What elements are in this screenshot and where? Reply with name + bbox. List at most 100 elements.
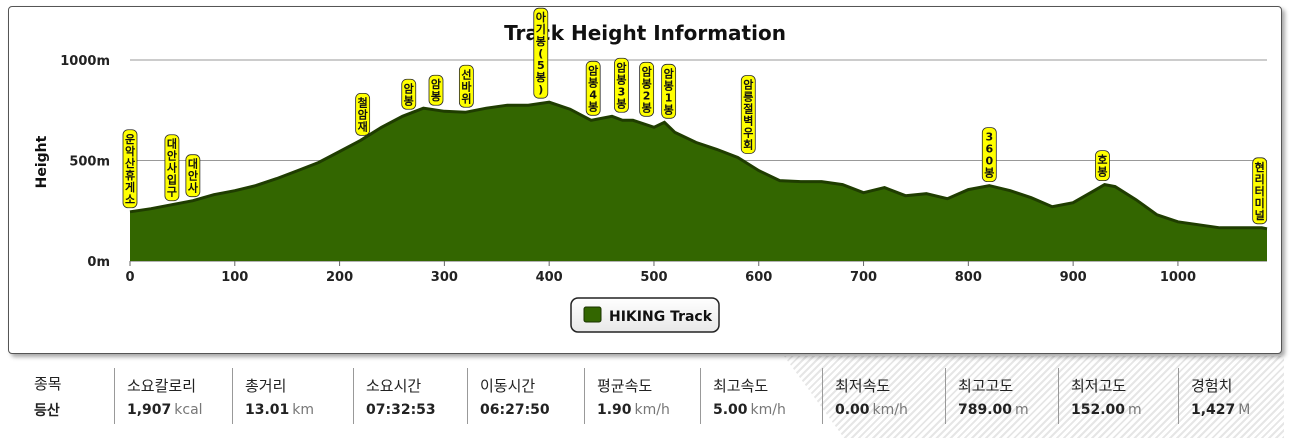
stat-value: 13.01 <box>245 401 290 418</box>
x-tick-label: 400 <box>536 270 563 285</box>
y-tick-label: 1000m <box>60 54 110 69</box>
stat-value-row: 1,427 M <box>1191 402 1278 418</box>
stat-value-row: 13.01 km <box>245 402 353 418</box>
stat-value: 789.00 <box>958 401 1013 418</box>
x-axis: 0 100 200 300 400 500 600 700 800 900 1000 <box>125 261 1196 285</box>
x-tick-label: 1000 <box>1160 270 1196 285</box>
legend-label: HIKING Track <box>609 309 713 325</box>
stat-label: 총거리 <box>245 376 287 395</box>
stat-unit: km <box>292 401 315 418</box>
stat-value-row: 5.00 km/h <box>713 402 822 418</box>
stat-value-row: 06:27:50 <box>480 402 584 418</box>
stat-label: 최저고도 <box>1071 376 1127 395</box>
annotation-badge <box>639 61 655 117</box>
stat-value: 152.00 <box>1071 401 1126 418</box>
legend[interactable]: HIKING Track <box>570 297 720 333</box>
stat-unit: km/h <box>634 401 670 418</box>
stat-value: 0.00 <box>835 401 870 418</box>
series-area <box>129 100 1268 261</box>
legend-swatch <box>583 306 602 323</box>
annotation-badge <box>740 75 756 154</box>
stat-label: 평균속도 <box>597 376 653 395</box>
stat-9: 최저고도 152.00 m <box>1058 368 1178 424</box>
annotation-badge <box>533 7 549 99</box>
annotation-label: 아 기 봉(5 봉) <box>536 10 547 96</box>
stat-2: 총거리 13.01 km <box>232 368 353 424</box>
stat-value-row: 1,907 kcal <box>127 402 232 418</box>
stat-value-row: 1.90 km/h <box>597 402 700 418</box>
x-tick-label: 0 <box>125 270 134 285</box>
annotation-badge <box>1252 157 1268 225</box>
stat-4: 이동시간 06:27:50 <box>467 368 584 424</box>
stat-1: 소요칼로리 1,907 kcal <box>114 368 232 424</box>
stat-value-row: 152.00 m <box>1071 402 1178 418</box>
stat-label: 이동시간 <box>480 376 536 395</box>
y-axis-label: Height <box>34 135 50 188</box>
stat-10: 경험치 1,427 M <box>1178 368 1278 424</box>
stat-value-row: 0.00 km/h <box>835 402 945 418</box>
stats-background-pattern <box>784 356 1284 438</box>
annotation-badge <box>428 74 444 106</box>
height-chart: Track Height Information Height 운 악 산 휴 게 소 대 안… <box>34 7 1268 333</box>
annotation-badge <box>981 127 997 183</box>
stat-8: 최고고도 789.00 m <box>945 368 1058 424</box>
stat-label: 소요시간 <box>366 376 422 395</box>
stat-unit: km/h <box>872 401 908 418</box>
stat-unit: m <box>1015 401 1029 418</box>
stat-value-row: 등산 <box>34 400 114 420</box>
annotation-badge <box>1095 150 1110 182</box>
y-tick-label: 0m <box>87 255 110 270</box>
stat-value: 07:32:53 <box>366 401 436 418</box>
x-tick-label: 300 <box>431 270 458 285</box>
stat-value: 1.90 <box>597 401 632 418</box>
stat-5: 평균속도 1.90 km/h <box>584 368 700 424</box>
stat-value: 등산 <box>34 402 60 419</box>
annotation-badge <box>185 154 201 198</box>
x-tick-label: 100 <box>221 270 248 285</box>
stat-label: 종목 <box>34 374 62 393</box>
stat-unit: m <box>1128 401 1142 418</box>
stat-value: 1,907 <box>127 401 172 418</box>
stat-7: 최저속도 0.00 km/h <box>822 368 945 424</box>
stat-label: 최저속도 <box>835 376 891 395</box>
annotation-badge <box>661 63 677 119</box>
x-tick-label: 700 <box>850 270 877 285</box>
stat-6: 최고속도 5.00 km/h <box>700 368 822 424</box>
annotation-badge <box>458 64 474 108</box>
annotation-badge <box>585 60 601 116</box>
stat-unit: M <box>1238 401 1251 418</box>
stat-label: 최고고도 <box>958 376 1014 395</box>
annotation-badge <box>164 134 180 202</box>
stat-value: 1,427 <box>1191 401 1236 418</box>
stat-label: 소요칼로리 <box>127 376 197 395</box>
x-tick-label: 200 <box>326 270 353 285</box>
y-tick-label: 500m <box>69 155 110 170</box>
